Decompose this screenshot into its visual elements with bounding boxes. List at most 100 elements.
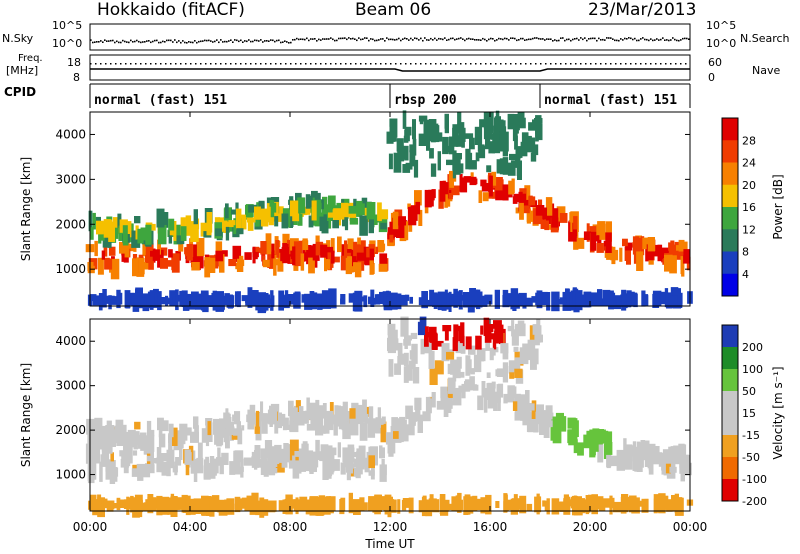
power-echo-cell-186: [300, 253, 305, 271]
velocity-echo-cell-398: [444, 395, 453, 409]
nave-point-21: [195, 63, 197, 65]
velocity-echo-cell-119: [150, 450, 154, 471]
nsky-point-193: [476, 39, 478, 41]
nave-point-87: [525, 63, 527, 65]
velocity-echo-cell-735: [629, 495, 637, 513]
velocity-echo-cell-163: [137, 466, 146, 477]
nsky-point-174: [438, 37, 440, 40]
nsky-point-2: [94, 41, 96, 43]
nsky-point-114: [318, 38, 320, 41]
velocity-echo-cell-834: [508, 366, 518, 374]
nsky-point-63: [216, 39, 218, 41]
power-plot-area: [90, 112, 690, 306]
velocity-echo-cell-178: [292, 455, 296, 468]
nsky-point-110: [310, 38, 312, 40]
nsky-point-122: [334, 39, 336, 42]
power-echo-cell-526: [535, 205, 545, 216]
power-echo-cell-936: [488, 141, 495, 154]
velocity-echo-cell-650: [90, 494, 97, 511]
nsky-tick-bottom: 10^0: [52, 37, 83, 50]
nsky-point-249: [588, 38, 590, 40]
power-echo-cell-598: [484, 294, 493, 305]
nsky-point-135: [360, 38, 362, 41]
velocity-echo-cell-127: [156, 447, 162, 459]
velocity-echo-cell-297: [317, 405, 324, 416]
nave-point-74: [460, 63, 462, 65]
power-echo-cell-210: [190, 221, 199, 242]
velocity-echo-cell-598: [485, 494, 492, 515]
velocity-echo-cell-373: [87, 429, 96, 449]
nsky-point-159: [408, 39, 410, 41]
nsky-point-236: [562, 37, 564, 39]
velocity-echo-cell-770: [504, 494, 508, 512]
nave-point-83: [505, 63, 507, 65]
nsky-point-204: [498, 37, 500, 40]
power-echo-cell-882: [437, 151, 441, 171]
velocity-echo-cell-249: [365, 413, 369, 424]
nsky-point-38: [166, 39, 168, 42]
velocity-echo-cell-630: [612, 501, 622, 513]
nsky-point-200: [490, 37, 492, 40]
nave-point-2: [100, 63, 102, 65]
nsky-point-277: [644, 38, 646, 41]
power-echo-cell-83: [377, 240, 385, 253]
power-echo-cell-315: [272, 202, 277, 213]
velocity-echo-cell-925: [387, 334, 396, 354]
nsky-point-285: [660, 38, 662, 41]
velocity-echo-cell-470: [449, 378, 456, 388]
velocity-echo-cell-83: [379, 445, 383, 459]
nsky-point-143: [376, 39, 378, 42]
nsky-tick-top: 10^5: [52, 19, 83, 32]
velocity-echo-cell-931: [502, 362, 509, 383]
velocity-echo-cell-450: [497, 392, 501, 411]
power-echo-cell-575: [153, 288, 159, 308]
velocity-echo-cell-905: [397, 356, 405, 365]
velocity-echo-cell-785: [582, 499, 591, 513]
nsky-point-36: [162, 40, 164, 43]
velocity-echo-cell-878: [465, 336, 472, 350]
velocity-echo-cell-634: [397, 499, 401, 514]
nsky-point-208: [506, 37, 508, 40]
velocity-echo-cell-713: [244, 501, 253, 511]
velocity-echo-cell-509: [597, 444, 604, 463]
velocity-echo-cell-285: [295, 400, 301, 412]
power-echo-cell-247: [173, 224, 182, 245]
nave-point-26: [220, 63, 222, 65]
velocity-echo-cell-934: [460, 322, 465, 344]
power-echo-cell-300: [180, 226, 187, 241]
power-echo-cell-470: [449, 171, 457, 182]
power-echo-cell-140: [191, 262, 200, 271]
velocity-echo-cell-888: [400, 316, 409, 337]
nsky-point-215: [520, 37, 522, 40]
nsky-point-83: [256, 39, 258, 42]
velocity-echo-cell-241: [148, 429, 155, 437]
velocity-echo-cell-537: [640, 440, 650, 458]
velocity-echo-cell-807: [480, 503, 486, 511]
power-echo-cell-61: [94, 240, 98, 257]
nsky-point-225: [540, 38, 542, 40]
power-echo-cell-163: [138, 258, 145, 275]
velocity-echo-cell-915: [446, 351, 455, 360]
nsky-point-203: [496, 39, 498, 41]
nsky-point-260: [610, 37, 612, 39]
power-echo-cell-428: [460, 177, 468, 193]
velocity-echo-cell-157: [179, 444, 183, 460]
power-echo-cell-359: [140, 227, 146, 241]
power-echo-cell-730: [281, 295, 290, 309]
nave-point-112: [650, 63, 652, 65]
nave-point-84: [510, 63, 512, 65]
velocity-echo-cell-81: [299, 458, 309, 465]
power-echo-cell-739: [494, 289, 500, 309]
velocity-echo-cell-868: [529, 325, 535, 342]
nave-point-14: [160, 63, 162, 65]
nave-point-24: [210, 63, 212, 65]
power-ytick-label-0: 1000: [55, 262, 86, 276]
power-echo-cell-921: [514, 135, 518, 150]
power-echo-cell-146: [356, 245, 364, 255]
velocity-echo-cell-86: [275, 462, 285, 473]
nsky-point-96: [282, 41, 284, 43]
velocity-echo-cell-633: [299, 496, 308, 511]
velocity-echo-cell-949: [509, 372, 515, 379]
power-echo-cell-679: [458, 290, 463, 310]
velocity-echo-cell-739: [495, 501, 500, 508]
